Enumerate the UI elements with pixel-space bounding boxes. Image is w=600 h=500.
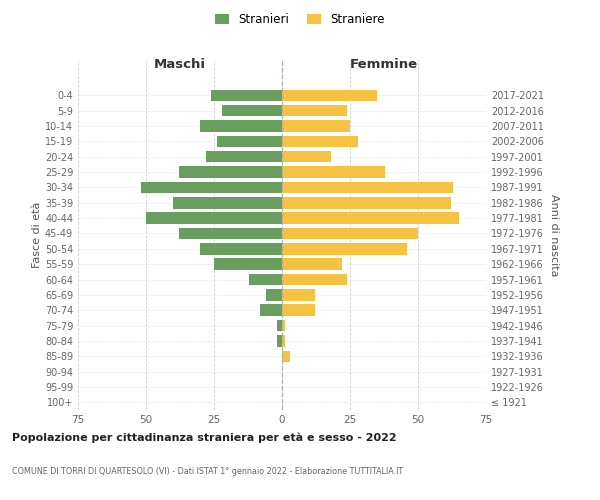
Bar <box>282 274 347 285</box>
Bar <box>179 166 282 178</box>
Bar <box>282 304 314 316</box>
Text: Maschi: Maschi <box>154 58 206 70</box>
Bar <box>282 350 290 362</box>
Bar <box>200 120 282 132</box>
Bar <box>214 258 282 270</box>
Bar <box>146 212 282 224</box>
Bar <box>222 105 282 117</box>
Bar <box>282 166 385 178</box>
Bar <box>282 258 342 270</box>
Bar <box>200 243 282 254</box>
Bar <box>206 151 282 162</box>
Bar <box>282 289 314 300</box>
Bar <box>282 320 285 332</box>
Bar <box>282 197 451 208</box>
Bar <box>282 243 407 254</box>
Bar <box>179 228 282 239</box>
Bar <box>282 105 347 117</box>
Bar <box>282 182 454 193</box>
Bar <box>266 289 282 300</box>
Text: Femmine: Femmine <box>350 58 418 70</box>
Bar <box>260 304 282 316</box>
Bar <box>282 212 459 224</box>
Text: Popolazione per cittadinanza straniera per età e sesso - 2022: Popolazione per cittadinanza straniera p… <box>12 432 397 443</box>
Bar <box>211 90 282 101</box>
Y-axis label: Anni di nascita: Anni di nascita <box>550 194 559 276</box>
Text: COMUNE DI TORRI DI QUARTESOLO (VI) - Dati ISTAT 1° gennaio 2022 - Elaborazione T: COMUNE DI TORRI DI QUARTESOLO (VI) - Dat… <box>12 468 403 476</box>
Bar <box>140 182 282 193</box>
Y-axis label: Fasce di età: Fasce di età <box>32 202 42 268</box>
Bar <box>282 335 285 346</box>
Bar <box>282 151 331 162</box>
Legend: Stranieri, Straniere: Stranieri, Straniere <box>210 8 390 31</box>
Bar <box>282 136 358 147</box>
Bar <box>282 228 418 239</box>
Bar <box>217 136 282 147</box>
Bar <box>282 120 350 132</box>
Bar <box>250 274 282 285</box>
Bar <box>277 335 282 346</box>
Bar <box>277 320 282 332</box>
Bar <box>282 90 377 101</box>
Bar <box>173 197 282 208</box>
